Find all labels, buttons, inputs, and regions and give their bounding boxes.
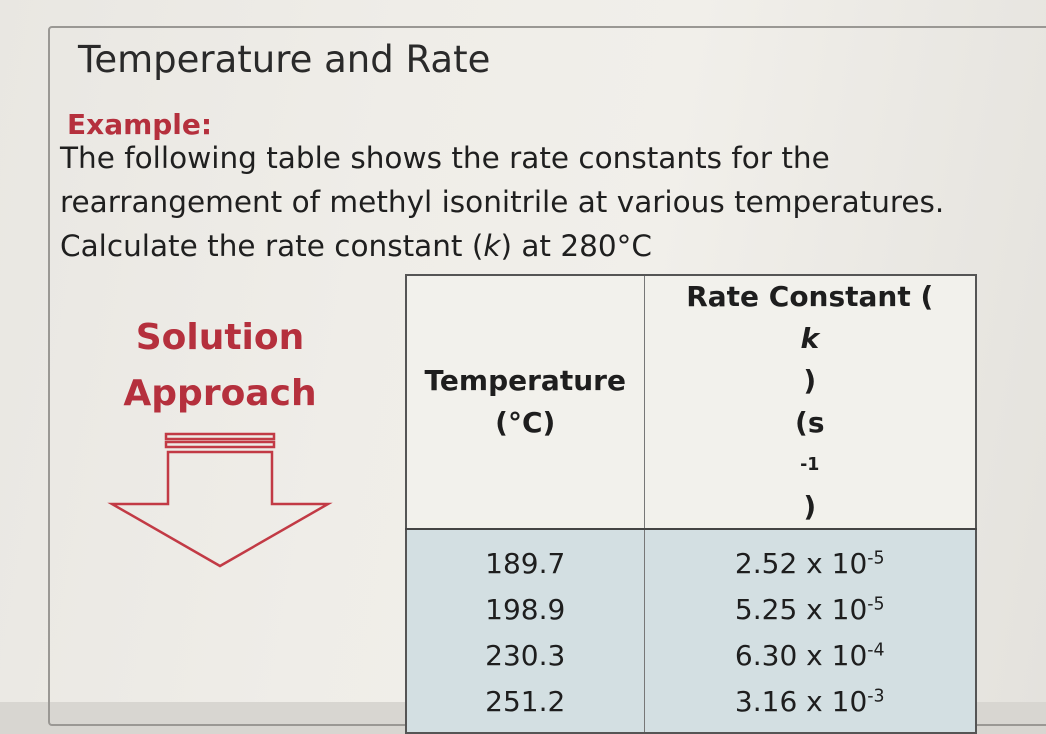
table-row: 198.9 5.25 x 10-5	[406, 586, 976, 632]
approach-label: Approach	[123, 373, 317, 414]
header-rate-unit-close: )	[803, 490, 817, 523]
rate-exponent: -5	[867, 547, 885, 568]
header-rate-unit-exponent: -1	[800, 455, 820, 475]
table-row: 251.2 3.16 x 10-3	[406, 678, 976, 733]
rate-constant-symbol: k	[483, 229, 501, 263]
problem-line-1: The following table shows the rate const…	[60, 141, 830, 175]
header-rate-unit-base: (s	[795, 406, 825, 439]
rate-constant-cell: 5.25 x 10-5	[644, 586, 976, 632]
down-arrow-icon	[107, 432, 333, 568]
temperature-cell: 251.2	[406, 678, 645, 733]
example-label: Example:	[67, 108, 213, 141]
rate-exponent: -4	[867, 639, 885, 660]
rate-mantissa: 6.30 x 10	[734, 638, 868, 672]
temperature-cell: 189.7	[406, 529, 645, 586]
header-temperature-label: Temperature	[424, 364, 626, 397]
rate-exponent: -3	[867, 685, 885, 706]
rate-constant-cell: 3.16 x 10-3	[644, 678, 976, 733]
header-rate-constant: Rate Constant ( k) (s -1)	[644, 275, 976, 530]
solution-approach-heading: Solution Approach	[100, 310, 340, 422]
rate-exponent: -5	[867, 593, 885, 614]
header-rate-suffix: )	[803, 364, 817, 397]
rate-mantissa: 5.25 x 10	[734, 592, 868, 626]
header-temperature: Temperature (°C)	[406, 275, 645, 530]
rate-constant-cell: 6.30 x 10-4	[644, 632, 976, 678]
temperature-cell: 198.9	[406, 586, 645, 632]
problem-line-2: rearrangement of methyl isonitrile at va…	[60, 185, 945, 219]
temperature-cell: 230.3	[406, 632, 645, 678]
page-title: Temperature and Rate	[78, 38, 491, 81]
problem-line-3-suffix: ) at 280°C	[500, 229, 653, 263]
header-rate-prefix: Rate Constant (	[686, 280, 934, 313]
problem-line-3: Calculate the rate constant (k) at 280°C	[60, 224, 1040, 268]
header-rate-symbol: k	[800, 322, 820, 355]
rate-constant-table: Temperature (°C) Rate Constant ( k) (s -1)…	[405, 274, 977, 734]
table-row: 189.7 2.52 x 10-5	[406, 529, 976, 586]
rate-mantissa: 2.52 x 10	[734, 546, 868, 580]
header-rate-unit: (s -1)	[645, 402, 976, 528]
header-rate-label: Rate Constant ( k)	[645, 276, 976, 402]
header-temperature-unit: (°C)	[495, 406, 556, 439]
table-header-row: Temperature (°C) Rate Constant ( k) (s -1)	[406, 275, 976, 530]
problem-line-3-prefix: Calculate the rate constant (	[60, 229, 484, 263]
problem-statement: The following table shows the rate const…	[60, 136, 1040, 268]
table-row: 230.3 6.30 x 10-4	[406, 632, 976, 678]
solution-label: Solution	[135, 317, 305, 358]
rate-constant-cell: 2.52 x 10-5	[644, 529, 976, 586]
rate-mantissa: 3.16 x 10	[734, 684, 868, 718]
